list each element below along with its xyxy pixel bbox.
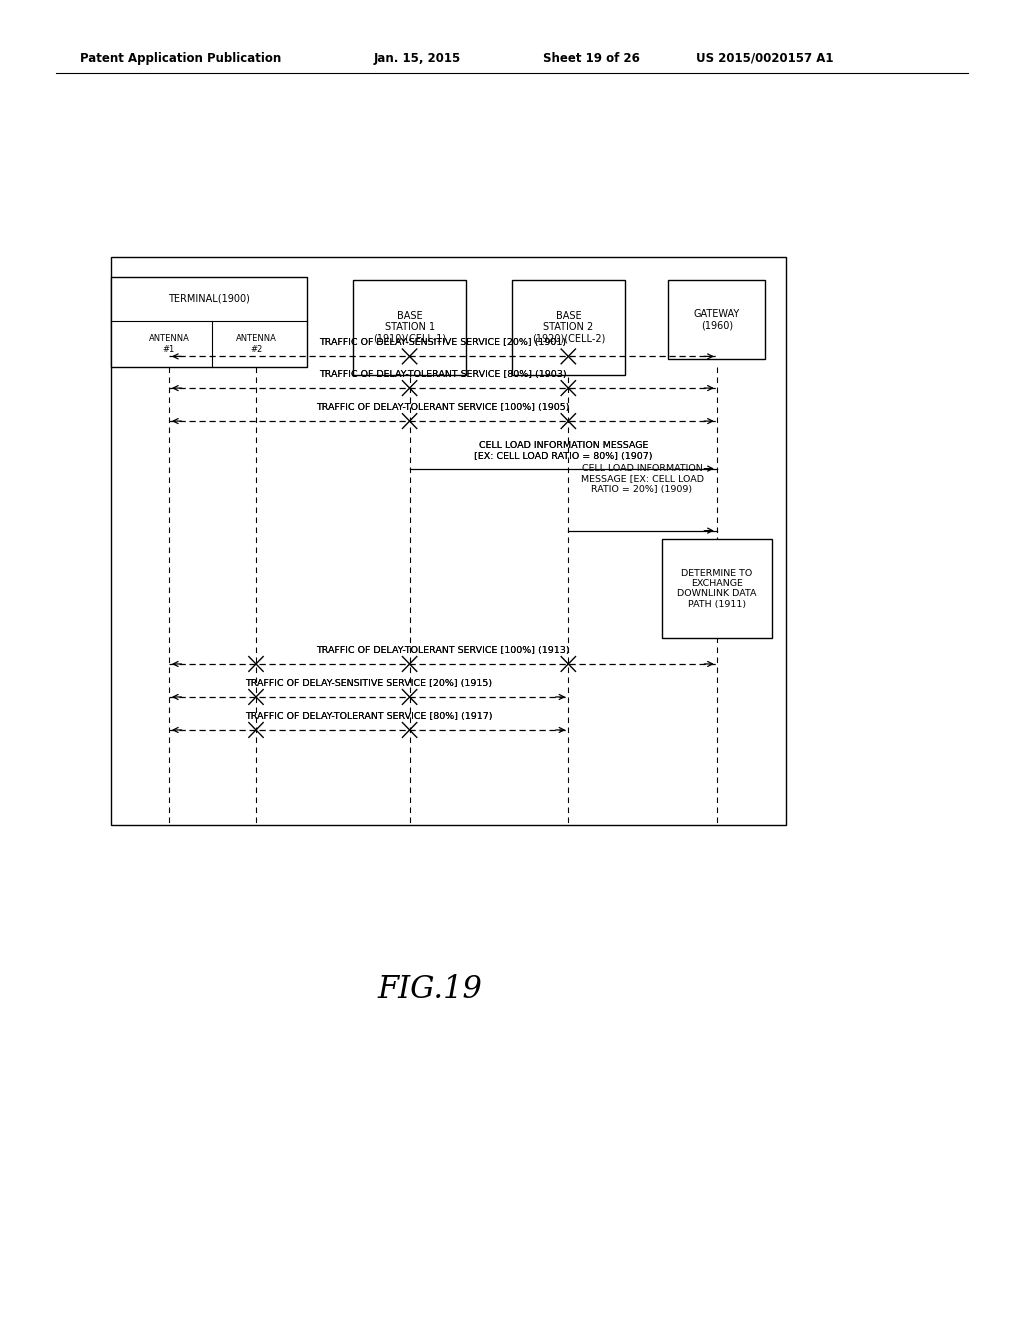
Text: FIG.19: FIG.19	[378, 974, 482, 1006]
Bar	[512, 280, 625, 375]
Bar	[668, 280, 765, 359]
Text: CELL LOAD INFORMATION MESSAGE
[EX: CELL LOAD RATIO = 80%] (1907): CELL LOAD INFORMATION MESSAGE [EX: CELL …	[474, 441, 652, 461]
Text: TRAFFIC OF DELAY-SENSITIVE SERVICE [20%] (1915): TRAFFIC OF DELAY-SENSITIVE SERVICE [20%]…	[245, 678, 493, 688]
Text: GATEWAY
(1960): GATEWAY (1960)	[693, 309, 740, 330]
Text: TRAFFIC OF DELAY-TOLERANT SERVICE [100%] (1913): TRAFFIC OF DELAY-TOLERANT SERVICE [100%]…	[316, 645, 569, 655]
Text: TRAFFIC OF DELAY-TOLERANT SERVICE [100%] (1913): TRAFFIC OF DELAY-TOLERANT SERVICE [100%]…	[316, 645, 569, 655]
Text: TRAFFIC OF DELAY-TOLERANT SERVICE [80%] (1903): TRAFFIC OF DELAY-TOLERANT SERVICE [80%] …	[319, 370, 566, 379]
Text: TRAFFIC OF DELAY-SENSITIVE SERVICE [20%] (1901): TRAFFIC OF DELAY-SENSITIVE SERVICE [20%]…	[319, 338, 566, 347]
Text: US 2015/0020157 A1: US 2015/0020157 A1	[696, 51, 834, 65]
Text: Sheet 19 of 26: Sheet 19 of 26	[543, 51, 640, 65]
Bar	[111, 277, 307, 367]
Text: TRAFFIC OF DELAY-TOLERANT SERVICE [80%] (1917): TRAFFIC OF DELAY-TOLERANT SERVICE [80%] …	[245, 711, 493, 721]
Text: TRAFFIC OF DELAY-TOLERANT SERVICE [80%] (1903): TRAFFIC OF DELAY-TOLERANT SERVICE [80%] …	[319, 370, 566, 379]
Text: BASE
STATION 2
(1920)(CELL-2): BASE STATION 2 (1920)(CELL-2)	[531, 310, 605, 345]
Text: Jan. 15, 2015: Jan. 15, 2015	[374, 51, 461, 65]
Text: Patent Application Publication: Patent Application Publication	[80, 51, 282, 65]
Text: ANTENNA
#1: ANTENNA #1	[148, 334, 189, 354]
Text: TERMINAL(1900): TERMINAL(1900)	[168, 294, 250, 304]
Text: CELL LOAD INFORMATION
MESSAGE [EX: CELL LOAD
RATIO = 20%] (1909): CELL LOAD INFORMATION MESSAGE [EX: CELL …	[581, 463, 703, 494]
Text: ANTENNA
#2: ANTENNA #2	[236, 334, 276, 354]
Text: TRAFFIC OF DELAY-TOLERANT SERVICE [100%] (1905): TRAFFIC OF DELAY-TOLERANT SERVICE [100%]…	[316, 403, 569, 412]
Text: TRAFFIC OF DELAY-SENSITIVE SERVICE [20%] (1901): TRAFFIC OF DELAY-SENSITIVE SERVICE [20%]…	[319, 338, 566, 347]
Text: BASE
STATION 1
(1910)(CELL-1): BASE STATION 1 (1910)(CELL-1)	[373, 310, 446, 345]
Text: TRAFFIC OF DELAY-SENSITIVE SERVICE [20%] (1915): TRAFFIC OF DELAY-SENSITIVE SERVICE [20%]…	[245, 678, 493, 688]
Bar	[662, 539, 772, 638]
Text: DETERMINE TO
EXCHANGE
DOWNLINK DATA
PATH (1911): DETERMINE TO EXCHANGE DOWNLINK DATA PATH…	[677, 569, 757, 609]
Text: TRAFFIC OF DELAY-TOLERANT SERVICE [80%] (1917): TRAFFIC OF DELAY-TOLERANT SERVICE [80%] …	[245, 711, 493, 721]
Text: TRAFFIC OF DELAY-TOLERANT SERVICE [100%] (1905): TRAFFIC OF DELAY-TOLERANT SERVICE [100%]…	[316, 403, 569, 412]
Bar	[111, 257, 786, 825]
Text: CELL LOAD INFORMATION MESSAGE
[EX: CELL LOAD RATIO = 80%] (1907): CELL LOAD INFORMATION MESSAGE [EX: CELL …	[474, 441, 652, 461]
Bar	[353, 280, 466, 375]
